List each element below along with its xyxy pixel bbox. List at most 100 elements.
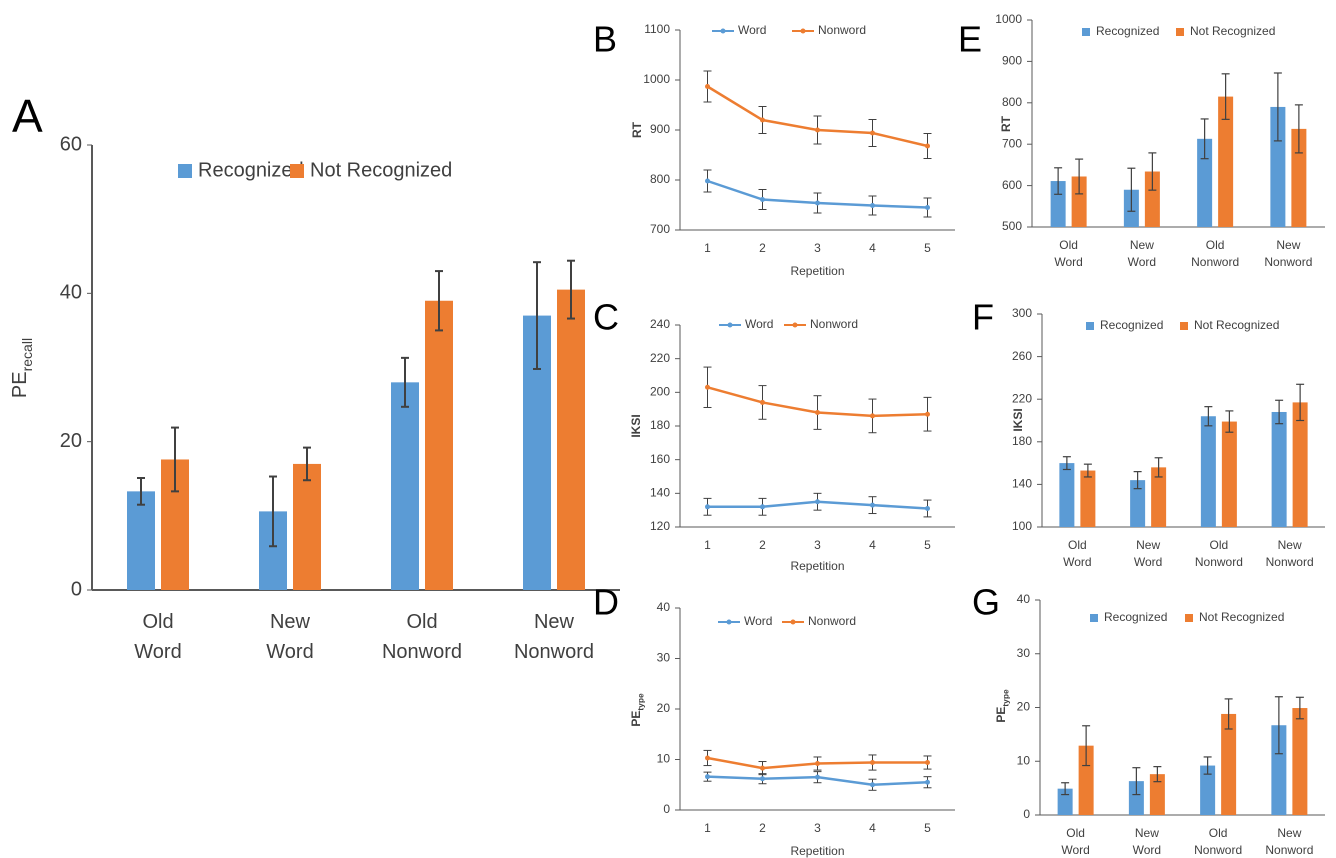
- x-category-label: Word: [266, 641, 313, 663]
- x-category-label: New: [534, 611, 575, 633]
- data-point: [705, 178, 710, 184]
- data-point: [815, 774, 820, 780]
- y-tick-label: 800: [1002, 95, 1022, 109]
- x-category-label: New: [1276, 238, 1300, 252]
- bar-orange: [1221, 421, 1237, 527]
- x-tick-label: 1: [704, 241, 711, 255]
- y-tick-label: 900: [1002, 54, 1022, 68]
- data-point: [870, 782, 875, 788]
- legend-marker: [720, 28, 726, 34]
- y-tick-label: 1000: [995, 12, 1022, 26]
- x-category-label: Word: [134, 641, 181, 663]
- x-axis-label: Repetition: [790, 844, 844, 858]
- x-category-label: New: [270, 611, 311, 633]
- bar-orange: [1221, 713, 1237, 815]
- y-tick-label: 40: [1017, 592, 1031, 606]
- x-category-label: Nonword: [1264, 255, 1312, 269]
- bar-blue: [1130, 480, 1146, 527]
- y-axis-label-subscript: type: [636, 693, 646, 711]
- legend-label: Recognized: [1096, 24, 1159, 38]
- y-tick-label: 240: [650, 317, 670, 331]
- x-tick-label: 1: [704, 821, 711, 835]
- y-axis-label: RT: [630, 121, 644, 138]
- bar-orange: [557, 289, 585, 590]
- bar-blue: [1200, 416, 1216, 527]
- x-category-label: Old: [1206, 238, 1225, 252]
- bar-orange: [1292, 402, 1308, 527]
- legend-label: Not Recognized: [1199, 610, 1284, 624]
- legend-swatch-blue: [1086, 322, 1094, 330]
- panel-letter: E: [958, 19, 982, 60]
- y-tick-label: 40: [60, 282, 82, 304]
- legend-swatch-orange: [290, 164, 304, 178]
- y-axis-label-main: PE: [629, 711, 643, 727]
- x-tick-label: 1: [704, 538, 711, 552]
- data-point: [870, 203, 875, 208]
- x-category-label: Word: [1063, 555, 1091, 569]
- bar-blue: [1057, 788, 1073, 815]
- x-category-label: Word: [1134, 555, 1162, 569]
- y-tick-label: 600: [1002, 178, 1022, 192]
- y-tick-label: 120: [650, 519, 670, 533]
- y-tick-label: 1000: [643, 72, 670, 86]
- y-axis-label-main: RT: [999, 115, 1013, 132]
- y-tick-label: 20: [1017, 700, 1031, 714]
- y-tick-label: 160: [650, 452, 670, 466]
- y-axis-label-main: IKSI: [1011, 408, 1025, 431]
- x-category-label: Old: [1209, 826, 1228, 840]
- y-tick-label: 500: [1002, 219, 1022, 233]
- data-point: [870, 130, 875, 136]
- y-tick-label: 20: [60, 430, 82, 452]
- legend-label: Not Recognized: [1190, 24, 1275, 38]
- legend-label: Nonword: [818, 23, 866, 37]
- y-tick-label: 100: [1012, 519, 1032, 533]
- x-category-label: Old: [1210, 538, 1229, 552]
- x-category-label: Word: [1128, 255, 1156, 269]
- data-point: [870, 413, 875, 419]
- bar-blue: [1050, 181, 1066, 227]
- y-tick-label: 700: [1002, 136, 1022, 150]
- y-axis-label: PEtype: [629, 693, 646, 727]
- x-tick-label: 4: [869, 821, 876, 835]
- x-category-label: New: [1136, 538, 1160, 552]
- panel-letter: B: [593, 19, 617, 60]
- data-point: [760, 117, 765, 123]
- x-category-label: New: [1135, 826, 1159, 840]
- panel-letter: A: [12, 90, 43, 142]
- legend-swatch-orange: [1185, 614, 1193, 622]
- y-tick-label: 900: [650, 122, 670, 136]
- panel-letter: F: [972, 297, 994, 338]
- y-tick-label: 1100: [644, 22, 670, 36]
- data-point: [870, 760, 875, 766]
- y-tick-label: 800: [650, 172, 670, 186]
- data-point: [760, 197, 765, 202]
- x-category-label: Old: [1068, 538, 1087, 552]
- y-tick-label: 30: [657, 651, 671, 665]
- y-tick-label: 0: [1023, 807, 1030, 821]
- data-point: [760, 765, 765, 771]
- bar-blue: [1128, 781, 1144, 815]
- y-tick-label: 0: [663, 802, 670, 816]
- data-point: [760, 399, 765, 405]
- legend-marker: [726, 619, 732, 625]
- y-tick-label: 60: [60, 133, 82, 155]
- data-point: [705, 384, 710, 390]
- bar-blue: [1059, 463, 1075, 527]
- data-point: [925, 205, 930, 210]
- legend-swatch-orange: [1180, 322, 1188, 330]
- x-tick-label: 5: [924, 241, 931, 255]
- legend-swatch-orange: [1176, 28, 1184, 36]
- bar-blue: [1197, 138, 1213, 227]
- y-tick-label: 220: [650, 351, 670, 365]
- bar-blue: [1271, 411, 1287, 527]
- data-point: [815, 410, 820, 416]
- legend-label: Nonword: [810, 317, 858, 331]
- x-category-label: New: [1277, 826, 1301, 840]
- y-tick-label: 180: [1012, 434, 1032, 448]
- panel-letter: C: [593, 297, 619, 338]
- data-point: [815, 499, 820, 505]
- x-axis-label: Repetition: [790, 264, 844, 278]
- data-point: [925, 779, 930, 785]
- data-point: [705, 504, 710, 510]
